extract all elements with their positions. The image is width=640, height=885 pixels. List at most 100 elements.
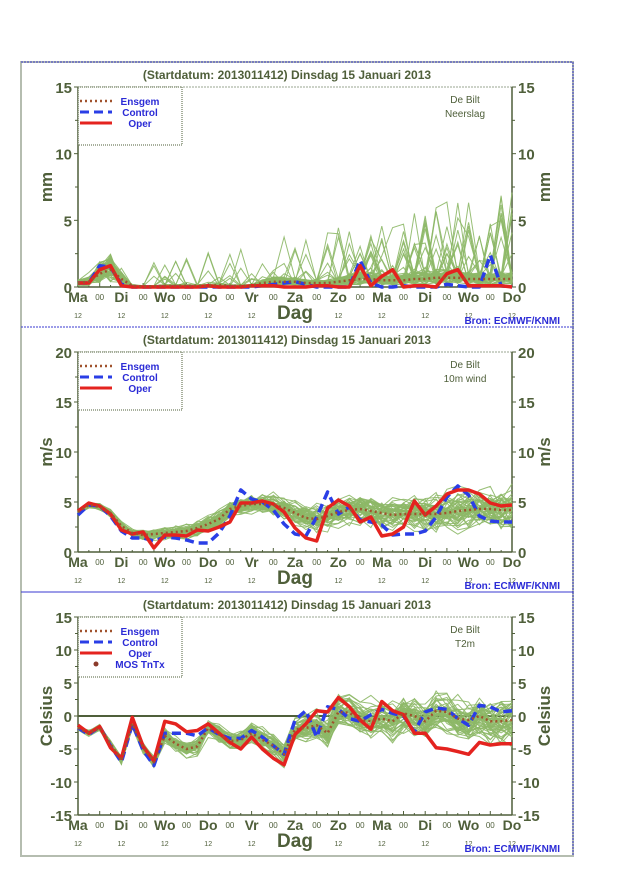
x-day-label: Vr [245,289,260,305]
x-day-label: Ma [68,554,88,570]
x-day-label: Wo [458,554,480,570]
legend-label-control: Control [122,373,158,384]
x-midnight-label: 00 [399,558,408,567]
ensemble-member-line [77,495,513,537]
ensgem-line [77,502,512,537]
chart-panel-1: (Startdatum: 2013011412) Dinsdag 15 Janu… [21,61,574,327]
x-day-label: Do [199,817,218,833]
x-midnight-label: 00 [356,558,365,567]
x-midnight-label: 00 [225,821,234,830]
x-day-label: Za [287,289,304,305]
ensemble-members [77,690,513,769]
oper-line [76,695,512,767]
x-midnight-label: 00 [356,293,365,302]
x-hour-label: 12 [204,578,212,585]
x-midnight-label: 00 [225,558,234,567]
x-hour-label: 12 [74,313,82,320]
source-label: Bron: ECMWF/KNMI [464,581,560,592]
x-day-label: Di [418,554,432,570]
x-day-label: Di [114,554,128,570]
y-tick-label-left: 5 [64,676,72,693]
x-hour-label: 12 [335,578,343,585]
y-tick-label-left: 10 [55,147,72,164]
x-day-label: Do [503,817,522,833]
x-hour-label: 12 [378,578,386,585]
x-midnight-label: 00 [139,293,148,302]
y-axis-label-left: m/s [37,437,56,466]
y-axis-label-right: m/s [535,437,554,466]
x-hour-label: 12 [161,313,169,320]
x-midnight-label: 00 [486,293,495,302]
location-label: De Bilt [450,360,480,371]
x-hour-label: 12 [248,578,256,585]
x-day-label: Do [503,289,522,305]
chart-title: (Startdatum: 2013011412) Dinsdag 15 Janu… [143,68,431,82]
x-day-label: Ma [68,289,88,305]
x-day-label: Vr [245,554,260,570]
y-tick-label-right: 10 [518,147,535,164]
x-hour-label: 12 [161,841,169,848]
location-label: De Bilt [450,95,480,106]
y-tick-label-right: 15 [518,80,535,97]
y-axis-label-left: Celsius [37,686,56,746]
x-day-label: Ma [372,289,392,305]
y-tick-label-left: 5 [64,495,72,512]
y-tick-label-right: 0 [518,280,526,297]
y-tick-label-right: 5 [518,676,526,693]
x-day-label: Za [287,817,304,833]
legend-box [77,616,183,678]
x-hour-label: 12 [161,578,169,585]
x-midnight-label: 00 [269,558,278,567]
x-midnight-label: 00 [442,821,451,830]
y-tick-label-left: 10 [55,643,72,660]
x-hour-label: 12 [508,313,516,320]
x-day-label: Zo [330,289,347,305]
x-day-label: Wo [154,817,176,833]
y-tick-label-left: 0 [64,280,72,297]
y-tick-label-right: -10 [518,775,540,792]
x-hour-label: 12 [421,578,429,585]
x-day-label: Wo [458,289,480,305]
x-midnight-label: 00 [269,293,278,302]
x-midnight-label: 00 [269,821,278,830]
x-day-label: Di [114,817,128,833]
legend-box [77,86,183,146]
legend-label-control: Control [122,638,158,649]
x-day-label: Do [199,554,218,570]
x-midnight-label: 00 [139,821,148,830]
x-hour-label: 12 [465,313,473,320]
x-day-label: Di [418,289,432,305]
x-midnight-label: 00 [312,293,321,302]
y-tick-label-left: -5 [59,742,72,759]
x-hour-label: 12 [378,313,386,320]
x-hour-label: 12 [248,841,256,848]
y-tick-label-left: 15 [55,395,72,412]
x-hour-label: 12 [421,313,429,320]
legend-box [77,351,183,411]
x-hour-label: 12 [508,841,516,848]
x-hour-label: 12 [335,313,343,320]
y-tick-label-right: 10 [518,643,535,660]
x-hour-label: 12 [378,841,386,848]
legend-label-oper: Oper [128,649,151,660]
ensgem-line [77,709,513,764]
source-label: Bron: ECMWF/KNMI [464,316,560,327]
x-midnight-label: 00 [486,558,495,567]
y-tick-label-left: 5 [64,213,72,230]
y-tick-label-left: -10 [50,775,72,792]
x-hour-label: 12 [465,578,473,585]
x-hour-label: 12 [335,841,343,848]
x-hour-label: 12 [74,578,82,585]
y-tick-label-right: -5 [518,742,531,759]
x-midnight-label: 00 [95,558,104,567]
y-tick-label-right: -15 [518,808,540,825]
legend-label-mos: MOS TnTx [115,660,165,671]
y-tick-label-right: 15 [518,610,535,627]
x-midnight-label: 00 [442,293,451,302]
x-midnight-label: 00 [399,821,408,830]
x-hour-label: 12 [248,313,256,320]
x-hour-label: 12 [291,578,299,585]
